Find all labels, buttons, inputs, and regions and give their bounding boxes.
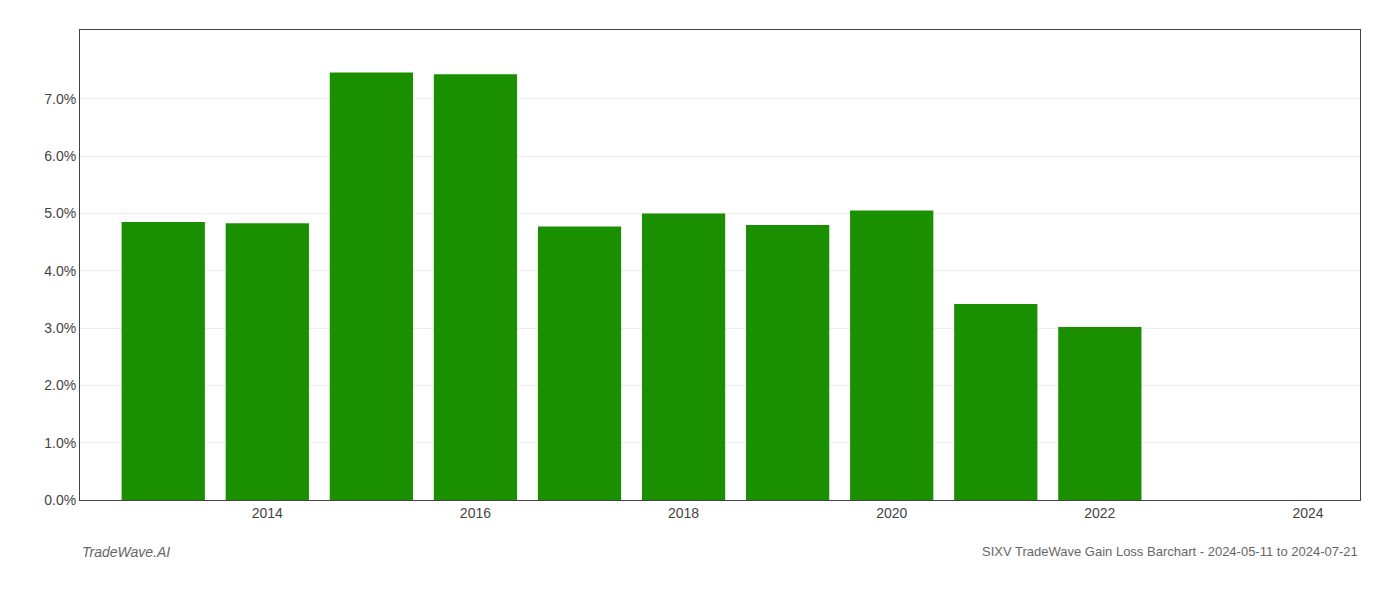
svg-text:4.0%: 4.0% — [44, 263, 76, 279]
svg-text:SIXV TradeWave Gain Loss Barch: SIXV TradeWave Gain Loss Barchart - 2024… — [982, 544, 1358, 559]
svg-text:2022: 2022 — [1084, 505, 1115, 521]
svg-text:5.0%: 5.0% — [44, 205, 76, 221]
svg-text:0.0%: 0.0% — [44, 492, 76, 508]
svg-text:2.0%: 2.0% — [44, 377, 76, 393]
svg-text:1.0%: 1.0% — [44, 435, 76, 451]
svg-text:6.0%: 6.0% — [44, 148, 76, 164]
svg-text:2014: 2014 — [252, 505, 283, 521]
svg-text:2024: 2024 — [1292, 505, 1323, 521]
svg-text:2020: 2020 — [876, 505, 907, 521]
svg-text:7.0%: 7.0% — [44, 91, 76, 107]
svg-text:3.0%: 3.0% — [44, 320, 76, 336]
svg-text:2018: 2018 — [668, 505, 699, 521]
svg-text:2016: 2016 — [460, 505, 491, 521]
svg-text:TradeWave.AI: TradeWave.AI — [82, 544, 170, 560]
